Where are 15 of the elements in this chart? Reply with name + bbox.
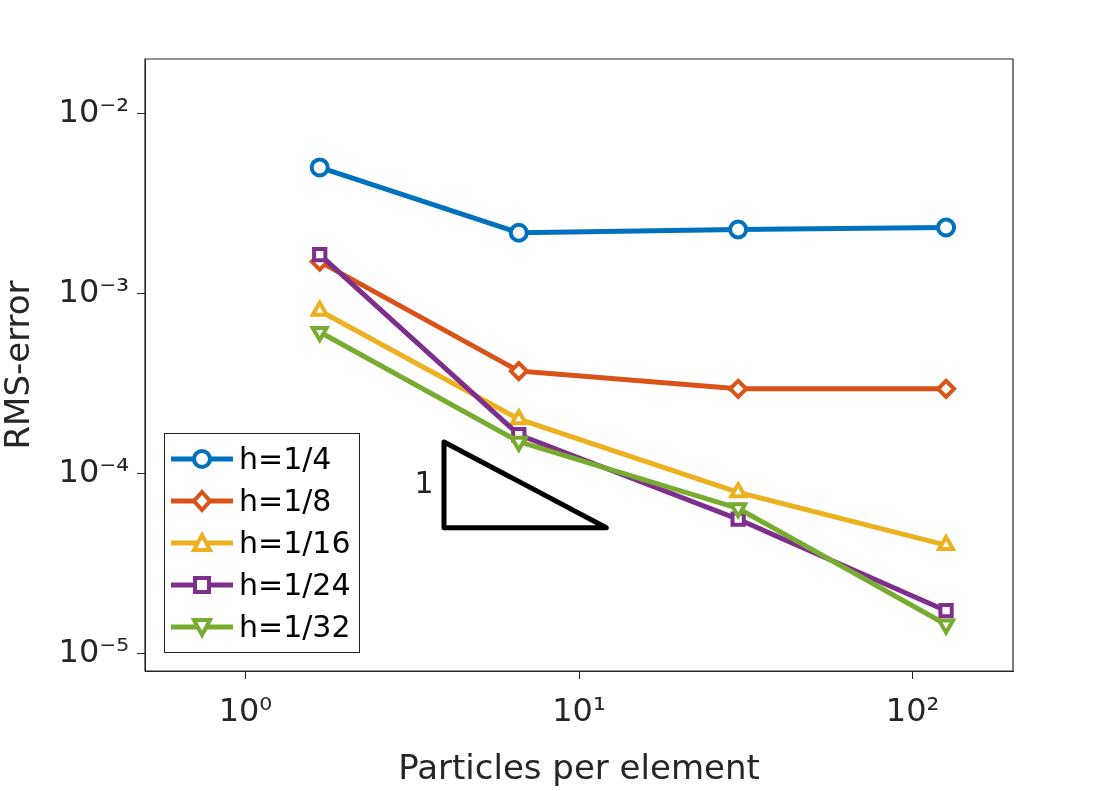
legend-label: h=1/4 [239,440,332,478]
y-tick-label: 10⁻² [58,91,129,130]
y-tick-label: 10⁻³ [58,271,129,310]
x-tick-label: 10⁰ [218,690,273,729]
x-axis-title: Particles per element [398,747,760,788]
annotation: 1 [414,464,434,500]
legend-label: h=1/24 [239,566,351,604]
x-tick-label: 10¹ [552,690,606,729]
legend-label: h=1/32 [239,608,351,646]
legend-label: h=1/16 [239,524,351,562]
legend-label: h=1/8 [239,482,332,520]
y-axis-title: RMS-error [0,280,38,450]
y-tick-label: 10⁻⁵ [58,631,129,670]
x-tick-label: 10² [885,690,940,729]
y-tick-label: 10⁻⁴ [58,451,129,490]
